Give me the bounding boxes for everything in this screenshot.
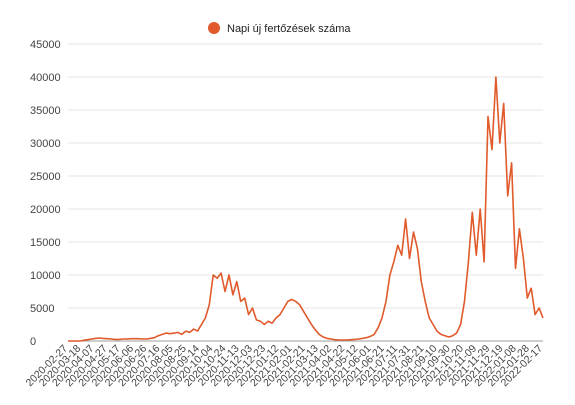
y-tick-label: 15000	[30, 237, 61, 249]
legend-marker	[208, 22, 220, 34]
grid-lines	[68, 43, 543, 342]
y-tick-label: 20000	[30, 204, 61, 216]
series-group	[68, 76, 544, 342]
legend[interactable]: Napi új fertőzések száma	[208, 22, 351, 35]
y-axis-ticks: 0 5000 10000 15000 20000 25000 30000 35000 40000…	[30, 39, 61, 348]
legend-label: Napi új fertőzések száma	[227, 23, 351, 35]
y-tick-label: 5000	[30, 303, 54, 315]
y-tick-label: 25000	[30, 171, 61, 183]
y-tick-label: 40000	[30, 72, 61, 84]
x-axis-ticks: 2020-02-272020-03-182020-04-072020-04-27…	[24, 343, 546, 390]
y-tick-label: 10000	[30, 270, 61, 282]
series-line	[68, 76, 544, 342]
y-tick-label: 30000	[30, 138, 61, 150]
y-tick-label: 0	[30, 336, 36, 348]
y-tick-label: 45000	[30, 39, 61, 51]
y-tick-label: 35000	[30, 105, 61, 117]
